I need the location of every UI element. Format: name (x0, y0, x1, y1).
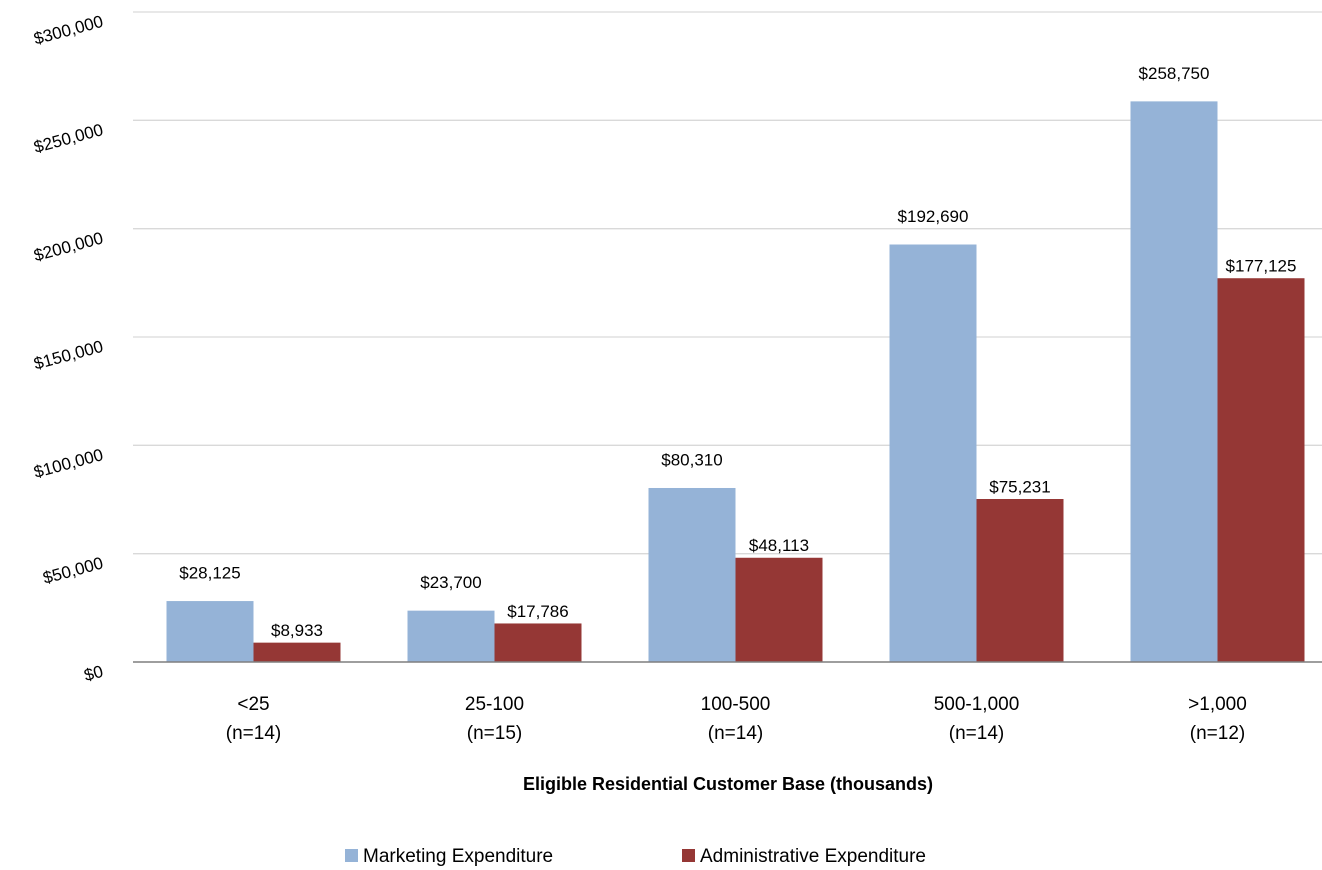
legend-label: Administrative Expenditure (700, 846, 926, 867)
data-label: $28,125 (179, 564, 240, 583)
bar (1130, 101, 1218, 662)
legend-swatch (345, 849, 358, 862)
bar (253, 642, 341, 662)
legend-swatch (682, 849, 695, 862)
data-label: $80,310 (661, 450, 722, 469)
y-tick-label: $250,000 (32, 120, 105, 157)
y-tick-label: $50,000 (41, 554, 105, 588)
bar (407, 610, 495, 662)
x-tick-label: (n=14) (708, 723, 763, 744)
legend-label: Marketing Expenditure (363, 846, 553, 867)
x-axis-label: Eligible Residential Customer Base (thou… (523, 774, 933, 794)
y-tick-label: $200,000 (32, 229, 105, 266)
x-tick-label: (n=15) (467, 723, 522, 744)
bar (976, 498, 1064, 662)
x-tick-label: (n=14) (949, 723, 1004, 744)
bar (889, 244, 977, 662)
data-label: $8,933 (271, 621, 323, 640)
y-tick-label: $100,000 (32, 445, 105, 482)
bar (1217, 278, 1305, 662)
data-label: $192,690 (898, 207, 969, 226)
bar (648, 487, 736, 662)
x-tick-label: (n=12) (1190, 723, 1245, 744)
data-label: $258,750 (1139, 64, 1210, 83)
data-label: $48,113 (749, 536, 809, 555)
x-tick-label: >1,000 (1188, 694, 1247, 715)
y-tick-label: $150,000 (32, 337, 105, 374)
x-tick-label: <25 (237, 694, 269, 715)
bar (494, 623, 582, 662)
data-label: $23,700 (420, 573, 481, 592)
bar (735, 557, 823, 662)
data-label: $75,231 (989, 477, 1050, 496)
x-tick-label: 100-500 (701, 694, 771, 715)
x-tick-label: 500-1,000 (934, 694, 1020, 715)
y-tick-label: $0 (82, 662, 105, 685)
data-label: $17,786 (507, 602, 568, 621)
x-tick-label: (n=14) (226, 723, 281, 744)
data-label: $177,125 (1226, 257, 1297, 276)
y-tick-label: $300,000 (32, 12, 105, 49)
bar (166, 601, 254, 662)
x-tick-label: 25-100 (465, 694, 524, 715)
